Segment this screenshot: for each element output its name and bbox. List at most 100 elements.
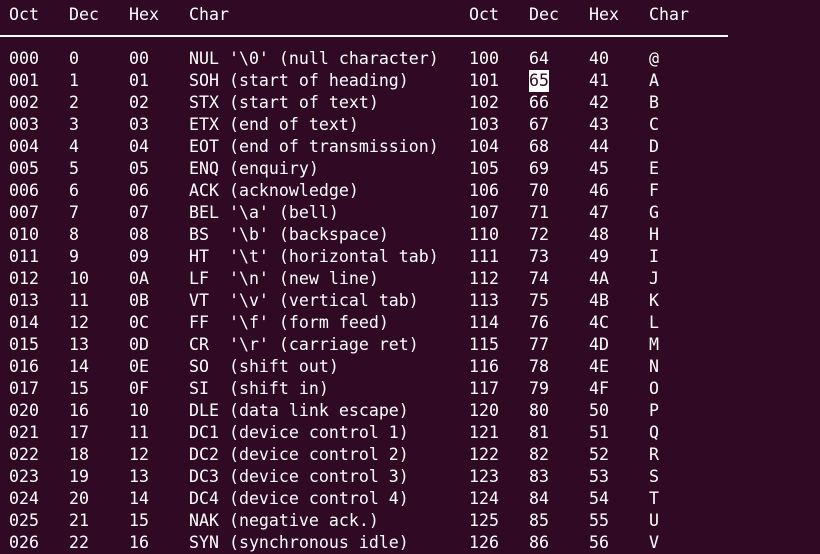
cell-hex: 0C <box>129 313 149 332</box>
cell-hex-2: 45 <box>589 159 609 178</box>
cell-oct-2: 110 <box>469 225 499 244</box>
cell-hex: 11 <box>129 423 149 442</box>
cell-dec: 20 <box>69 489 89 508</box>
cell-oct: 003 <box>9 115 39 134</box>
cell-dec: 10 <box>69 269 89 288</box>
cell-char-2: S <box>649 467 659 486</box>
cell-dec-2: 82 <box>529 445 549 464</box>
cell-oct-2: 112 <box>469 269 499 288</box>
cell-hex-2: 43 <box>589 115 609 134</box>
cell-dec-2: 83 <box>529 467 549 486</box>
header-divider <box>0 35 728 37</box>
cell-hex-2: 56 <box>589 533 609 552</box>
cell-char: SOH (start of heading) <box>189 71 409 90</box>
cell-char-2: P <box>649 401 659 420</box>
cell-oct-2: 116 <box>469 357 499 376</box>
cell-dec-2: 68 <box>529 137 549 156</box>
table-row: 000 0 00 NUL '\0' (null character) 100 64 40 @ <box>0 48 820 70</box>
cell-hex-2: 40 <box>589 49 609 68</box>
cell-hex-2: 51 <box>589 423 609 442</box>
cell-char: SO (shift out) <box>189 357 339 376</box>
cell-oct-2: 113 <box>469 291 499 310</box>
cell-char: DLE (data link escape) <box>189 401 409 420</box>
cell-hex: 0E <box>129 357 149 376</box>
cell-char-2: M <box>649 335 659 354</box>
cell-hex: 08 <box>129 225 149 244</box>
cell-oct-2: 123 <box>469 467 499 486</box>
cell-dec: 16 <box>69 401 89 420</box>
cell-dec-2: 67 <box>529 115 549 134</box>
cell-hex: 03 <box>129 115 149 134</box>
cell-hex-2: 4B <box>589 291 609 310</box>
cell-char: VT '\v' (vertical tab) <box>189 291 419 310</box>
cell-hex-2: 4C <box>589 313 609 332</box>
cell-dec-2: 86 <box>529 533 549 552</box>
cell-oct-2: 102 <box>469 93 499 112</box>
table-row: 013 11 0B VT '\v' (vertical tab) 113 75 4B K <box>0 290 820 312</box>
cell-oct: 014 <box>9 313 39 332</box>
cell-oct-2: 103 <box>469 115 499 134</box>
cell-hex-2: 4E <box>589 357 609 376</box>
cell-dec: 3 <box>69 115 79 134</box>
cell-dec: 7 <box>69 203 79 222</box>
cell-dec: 5 <box>69 159 79 178</box>
cell-char-2: V <box>649 533 659 552</box>
cell-dec-2: 64 <box>529 49 549 68</box>
cell-char-2: N <box>649 357 659 376</box>
cell-char: DC2 (device control 2) <box>189 445 409 464</box>
cell-oct: 025 <box>9 511 39 530</box>
cell-oct: 026 <box>9 533 39 552</box>
cell-oct: 020 <box>9 401 39 420</box>
cell-hex-2: 54 <box>589 489 609 508</box>
table-row: 022 18 12 DC2 (device control 2) 122 82 52 R <box>0 444 820 466</box>
cell-char: ETX (end of text) <box>189 115 359 134</box>
cell-hex: 15 <box>129 511 149 530</box>
cell-hex-2: 50 <box>589 401 609 420</box>
cell-oct-2: 101 <box>469 71 499 90</box>
cell-oct: 024 <box>9 489 39 508</box>
cell-oct-2: 125 <box>469 511 499 530</box>
cell-hex-2: 4A <box>589 269 609 288</box>
cell-oct: 001 <box>9 71 39 90</box>
cell-char: EOT (end of transmission) <box>189 137 439 156</box>
cell-hex: 16 <box>129 533 149 552</box>
cell-hex: 0A <box>129 269 149 288</box>
cell-dec: 14 <box>69 357 89 376</box>
cell-dec: 13 <box>69 335 89 354</box>
cell-dec-2: 78 <box>529 357 549 376</box>
cell-char-2: O <box>649 379 659 398</box>
cell-dec-2: 69 <box>529 159 549 178</box>
cell-oct-2: 122 <box>469 445 499 464</box>
table-row: 021 17 11 DC1 (device control 1) 121 81 51 Q <box>0 422 820 444</box>
cell-oct: 002 <box>9 93 39 112</box>
cell-hex-2: 42 <box>589 93 609 112</box>
table-row: 011 9 09 HT '\t' (horizontal tab) 111 73 49 I <box>0 246 820 268</box>
cell-char: HT '\t' (horizontal tab) <box>189 247 439 266</box>
cell-char-2: G <box>649 203 659 222</box>
cell-oct-2: 106 <box>469 181 499 200</box>
cell-hex-2: 44 <box>589 137 609 156</box>
cell-dec: 9 <box>69 247 79 266</box>
text-cursor-selection: 65 <box>529 70 549 92</box>
cell-char: LF '\n' (new line) <box>189 269 379 288</box>
cell-hex-2: 47 <box>589 203 609 222</box>
cell-hex-2: 4D <box>589 335 609 354</box>
table-row: 024 20 14 DC4 (device control 4) 124 84 54 T <box>0 488 820 510</box>
header-char-2: Char <box>649 5 689 24</box>
cell-oct-2: 121 <box>469 423 499 442</box>
cell-char: ACK (acknowledge) <box>189 181 359 200</box>
cell-char: BS '\b' (backspace) <box>189 225 389 244</box>
cell-oct-2: 115 <box>469 335 499 354</box>
cell-hex: 02 <box>129 93 149 112</box>
cell-hex-2: 55 <box>589 511 609 530</box>
cell-dec-2: 79 <box>529 379 549 398</box>
cell-dec-2: 84 <box>529 489 549 508</box>
cell-dec: 11 <box>69 291 89 310</box>
cell-dec-2: 80 <box>529 401 549 420</box>
cell-dec: 21 <box>69 511 89 530</box>
cell-oct-2: 111 <box>469 247 499 266</box>
cell-char-2: H <box>649 225 659 244</box>
cell-dec: 15 <box>69 379 89 398</box>
cell-hex-2: 53 <box>589 467 609 486</box>
cell-hex: 12 <box>129 445 149 464</box>
